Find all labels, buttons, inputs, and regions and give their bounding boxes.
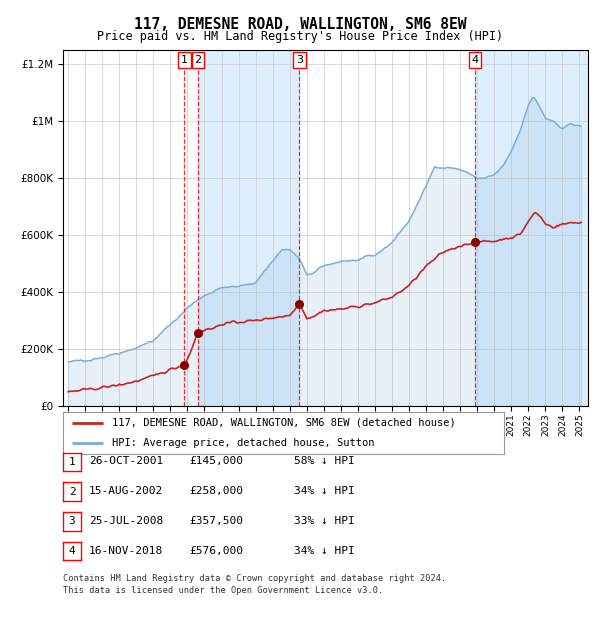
Text: 4: 4 <box>472 55 479 65</box>
Text: 33% ↓ HPI: 33% ↓ HPI <box>294 516 355 526</box>
Text: 117, DEMESNE ROAD, WALLINGTON, SM6 8EW (detached house): 117, DEMESNE ROAD, WALLINGTON, SM6 8EW (… <box>112 418 455 428</box>
Text: 16-NOV-2018: 16-NOV-2018 <box>89 546 163 556</box>
Text: 1: 1 <box>68 457 76 467</box>
Text: Price paid vs. HM Land Registry's House Price Index (HPI): Price paid vs. HM Land Registry's House … <box>97 30 503 43</box>
Text: 1: 1 <box>181 55 188 65</box>
Bar <box>475 50 588 406</box>
Text: This data is licensed under the Open Government Licence v3.0.: This data is licensed under the Open Gov… <box>63 586 383 595</box>
Text: HPI: Average price, detached house, Sutton: HPI: Average price, detached house, Sutt… <box>112 438 374 448</box>
Bar <box>198 50 299 406</box>
Text: 2: 2 <box>194 55 202 65</box>
Text: 15-AUG-2002: 15-AUG-2002 <box>89 486 163 496</box>
Text: 25-JUL-2008: 25-JUL-2008 <box>89 516 163 526</box>
Text: £258,000: £258,000 <box>189 486 243 496</box>
Text: 117, DEMESNE ROAD, WALLINGTON, SM6 8EW: 117, DEMESNE ROAD, WALLINGTON, SM6 8EW <box>134 17 466 32</box>
Text: 2: 2 <box>68 487 76 497</box>
Text: 4: 4 <box>68 546 76 556</box>
Text: 3: 3 <box>68 516 76 526</box>
Text: £145,000: £145,000 <box>189 456 243 466</box>
Text: 58% ↓ HPI: 58% ↓ HPI <box>294 456 355 466</box>
Text: 26-OCT-2001: 26-OCT-2001 <box>89 456 163 466</box>
Text: £576,000: £576,000 <box>189 546 243 556</box>
Text: 34% ↓ HPI: 34% ↓ HPI <box>294 546 355 556</box>
Text: £357,500: £357,500 <box>189 516 243 526</box>
Text: Contains HM Land Registry data © Crown copyright and database right 2024.: Contains HM Land Registry data © Crown c… <box>63 574 446 583</box>
Text: 3: 3 <box>296 55 303 65</box>
Text: 34% ↓ HPI: 34% ↓ HPI <box>294 486 355 496</box>
